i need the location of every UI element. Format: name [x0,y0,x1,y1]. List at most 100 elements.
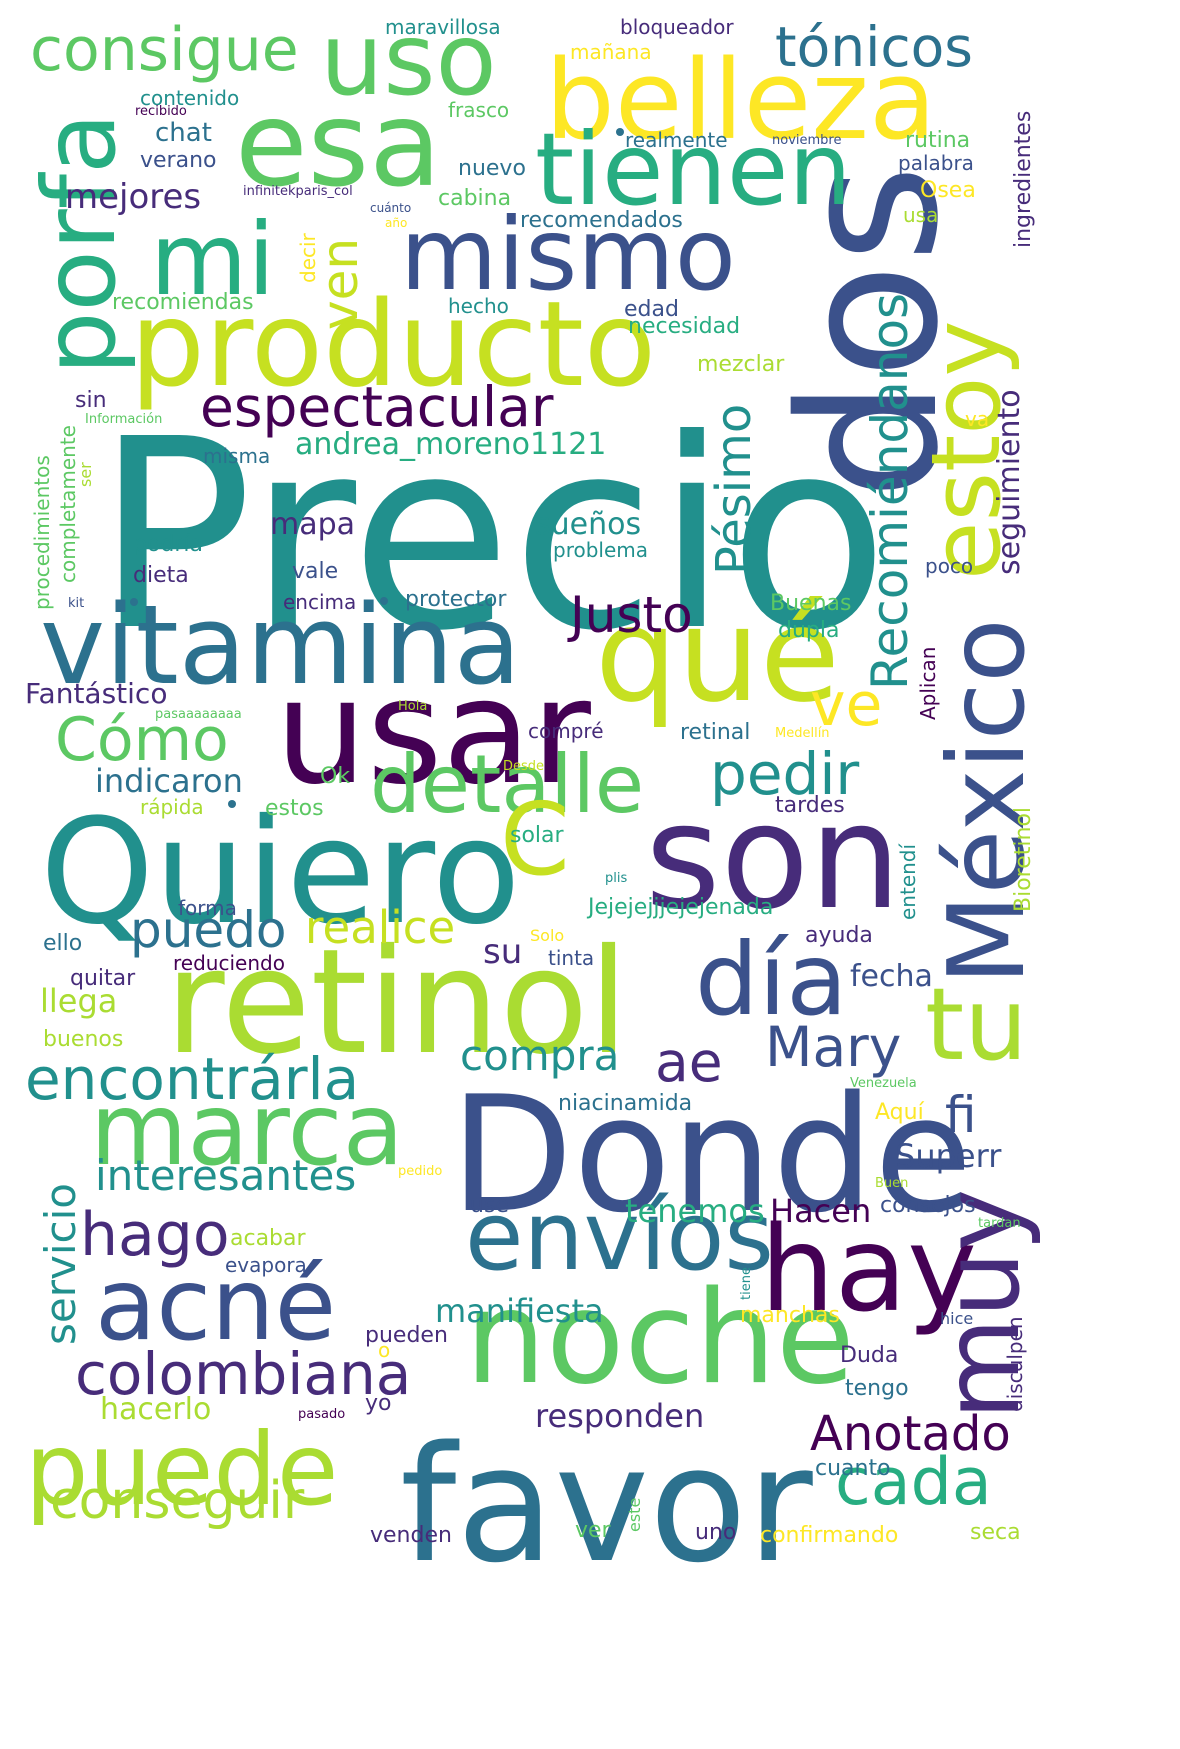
word-seca: seca [970,1520,1021,1545]
word-tienen: tienen [535,111,852,228]
word-necesidad: necesidad [628,314,741,339]
word-interesantes: interesantes [95,1151,357,1200]
word-duda: Duda [840,1343,899,1368]
word-procedimientos: procedimientos [30,455,54,610]
word-dieta: dieta [133,563,189,588]
word-quiero: Quiero [40,788,521,957]
word-ve: ve [810,670,883,740]
word-tinta: tinta [548,946,595,970]
word-que: qué [595,579,840,731]
word-vale: vale [292,559,339,584]
word-ae: ae [655,1030,723,1094]
word-manifiesta: manifiesta [435,1292,604,1330]
word-responden: responden [535,1397,705,1435]
word-ello: ello [43,931,83,956]
word-anotado: Anotado [810,1406,1011,1462]
word-cuanto: cuanto [815,1456,891,1481]
word-dupla: dupla [778,618,840,643]
word-frasco: frasco [448,98,510,122]
word-justo: Justo [570,586,693,644]
word-compre: compré [528,719,604,743]
word-nuevo: nuevo [458,156,526,181]
word-disculpen: disculpen [1003,1316,1027,1412]
word-podria: podría [133,532,204,557]
word-acne: acné [95,1246,337,1363]
word-mi: mi [150,201,276,318]
word-mismo: mismo [400,196,736,313]
word-misma: misma [203,444,271,468]
word-recomiendas: recomiendas [112,290,254,315]
word-recibido: recibido [135,104,187,119]
word-hago: hago [80,1200,230,1270]
word-evapora: evapora [225,1253,307,1277]
word-pasado: pasado [298,1407,346,1422]
word-andrea: andrea_moreno1121 [295,427,607,462]
word-aplican: Aplican [916,646,940,720]
word-hay: hay [760,1200,977,1338]
word-consigue: consigue [30,15,299,85]
word-cuanto-acc: cuánto [370,201,412,215]
word-suenos: sueños [535,507,642,542]
word-servicio: servicio [36,1183,85,1345]
word-edad: edad [624,297,679,322]
word-recomiendanos: Recomiéndanos [861,292,919,690]
word-este: este [625,1497,644,1532]
word-retinal: retinal [680,720,751,745]
dot-mark [228,800,236,808]
word-medellin: Medellín [775,726,830,741]
word-confirmando: confirmando [760,1523,899,1548]
word-uso: uso [320,1,497,118]
word-cada: cada [835,1445,992,1520]
word-hacen: Hacen [770,1192,872,1230]
word-poco: poco [925,554,974,578]
word-son: son [645,773,902,942]
word-manchas: manchas [740,1303,840,1328]
word-ayuda: ayuda [805,923,873,948]
word-rapida: rápida [140,795,204,819]
dot-mark [616,128,624,136]
word-detalle: detalle [370,738,645,831]
word-hacerlo: hacerlo [100,1392,212,1427]
word-ingredientes: ingredientes [1011,110,1036,248]
word-mezclar: mezclar [697,352,785,377]
word-pesimo: Pésimo [706,403,762,575]
word-buenas: Buenas [770,591,852,616]
word-realmente: realmente [625,128,728,152]
dot-mark [380,597,388,605]
word-bloqueador: bloqueador [620,15,734,39]
word-noche: noche [465,1264,855,1413]
word-su: su [483,932,523,972]
word-venden: venden [370,1523,452,1548]
word-belleza: belleza [545,36,937,164]
word-ano: año [385,216,408,230]
dot-mark [130,598,138,606]
word-tenemos: tenemos [625,1192,765,1230]
word-puede: puede [25,1411,339,1528]
word-llega: llega [40,982,118,1020]
word-solo: Solo [530,926,565,945]
word-favor: favor [400,1411,813,1598]
word-usa: usa [903,203,939,227]
word-dia: día [695,921,848,1038]
word-consejos: consejos [880,1193,976,1218]
word-use: use [470,1193,509,1218]
word-mejores: mejores [65,177,202,217]
word-tardes: tardes [775,793,845,818]
word-contenido: contenido [140,86,240,110]
word-jejeje: Jejejejjjejejenada [588,895,774,920]
word-rutina: rutina [905,128,971,153]
word-tu: tu [925,966,1028,1083]
word-hecho: hecho [448,294,509,318]
word-niacinamida: niacinamida [558,1091,693,1116]
word-tardan: tardan [978,1216,1021,1231]
word-entendi: entendí [896,843,920,920]
word-yo: yo [365,1391,392,1416]
word-informacion: Información [85,412,163,427]
word-ver: ver [575,1518,611,1543]
word-maravillosa: maravillosa [385,15,501,39]
word-sin: sin [75,388,107,413]
word-retinol: retinol [165,918,629,1087]
word-venezuela: Venezuela [850,1076,917,1091]
word-infinitek: infinitekparis_col [243,184,353,199]
